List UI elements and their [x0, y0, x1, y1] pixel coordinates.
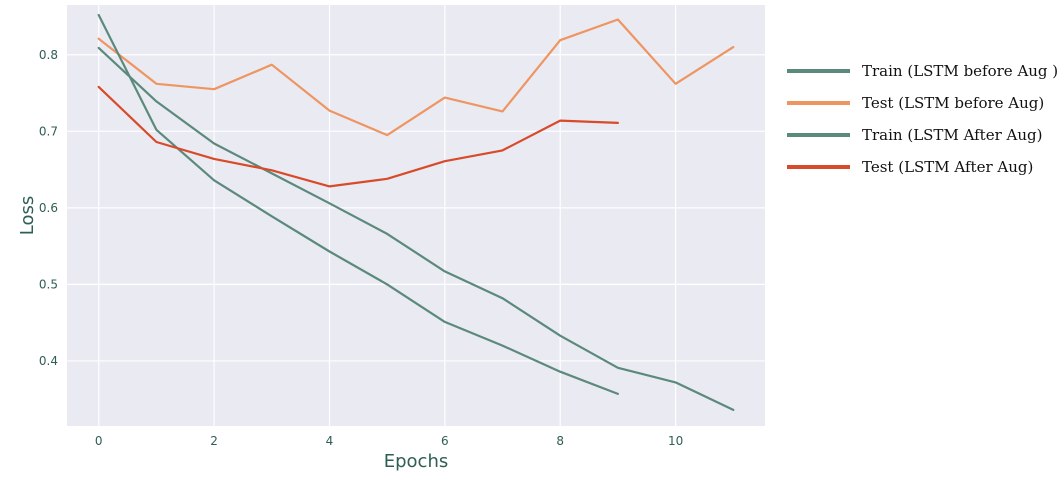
legend-label: Train (LSTM before Aug )	[862, 62, 1058, 80]
x-tick-label: 6	[441, 434, 449, 448]
series-line-0	[97, 46, 735, 411]
y-tick-label: 0.7	[39, 124, 58, 138]
plot-background	[67, 5, 765, 426]
tick-labels: 0 2 4 6 8 10 0.4 0.5 0.6 0.7 0.8	[39, 48, 683, 448]
y-tick-label: 0.4	[39, 354, 58, 368]
legend-label: Test (LSTM After Aug)	[862, 158, 1033, 176]
x-tick-label: 8	[556, 434, 564, 448]
y-axis-label: Loss	[17, 196, 38, 235]
series-line-2	[97, 13, 620, 395]
x-tick-label: 0	[95, 434, 103, 448]
y-tick-label: 0.5	[39, 277, 58, 291]
series-line-1	[97, 18, 735, 137]
x-tick-label: 10	[668, 434, 683, 448]
series-line-3	[97, 85, 620, 188]
y-tick-label: 0.6	[39, 201, 58, 215]
legend-label: Test (LSTM before Aug)	[862, 94, 1044, 112]
legend: Train (LSTM before Aug ) Test (LSTM befor…	[787, 62, 1058, 176]
x-tick-label: 2	[210, 434, 218, 448]
y-tick-label: 0.8	[39, 48, 58, 62]
x-tick-label: 4	[326, 434, 334, 448]
series-lines	[97, 13, 735, 411]
legend-label: Train (LSTM After Aug)	[862, 126, 1042, 144]
x-axis-label: Epochs	[384, 451, 449, 472]
